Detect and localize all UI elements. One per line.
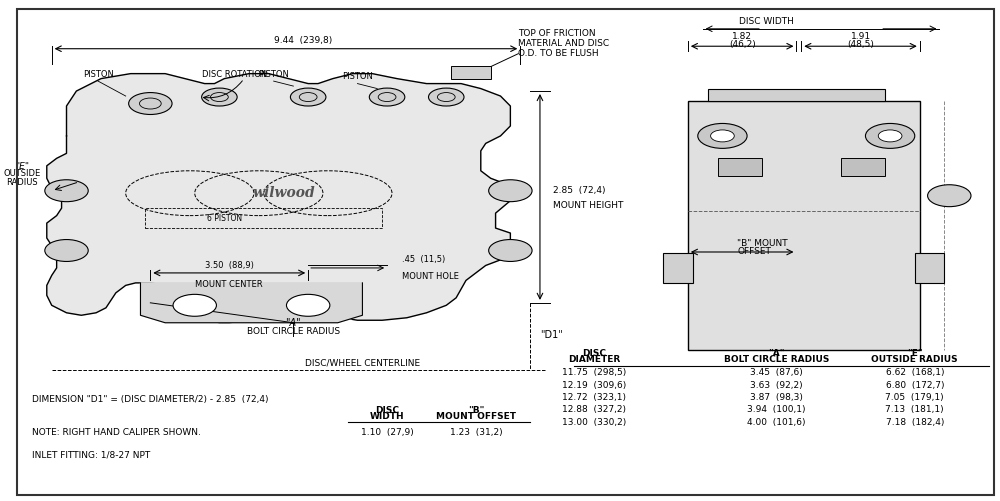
Text: MOUNT HOLE: MOUNT HOLE xyxy=(402,273,459,282)
Text: MATERIAL AND DISC: MATERIAL AND DISC xyxy=(518,39,609,48)
Text: 2.85  (72,4): 2.85 (72,4) xyxy=(553,186,605,195)
Text: (46,2): (46,2) xyxy=(729,40,756,49)
Text: "E": "E" xyxy=(15,162,29,171)
Text: "A": "A" xyxy=(286,318,301,328)
Circle shape xyxy=(429,88,464,106)
Text: 3.94  (100,1): 3.94 (100,1) xyxy=(747,405,806,414)
Text: WIDTH: WIDTH xyxy=(370,412,404,421)
Circle shape xyxy=(202,88,237,106)
Text: "B": "B" xyxy=(468,406,484,415)
Text: PISTON: PISTON xyxy=(83,70,114,79)
Circle shape xyxy=(369,88,405,106)
Text: 1.82: 1.82 xyxy=(732,32,752,41)
FancyBboxPatch shape xyxy=(688,101,920,350)
FancyBboxPatch shape xyxy=(841,158,885,176)
Text: 13.00  (330,2): 13.00 (330,2) xyxy=(562,418,626,427)
Text: DIAMETER: DIAMETER xyxy=(568,355,620,364)
Text: 1.23  (31,2): 1.23 (31,2) xyxy=(450,428,502,437)
Text: 6.80  (172,7): 6.80 (172,7) xyxy=(886,381,944,389)
Circle shape xyxy=(290,88,326,106)
Text: 6.62  (168,1): 6.62 (168,1) xyxy=(886,368,944,377)
Text: 7.13  (181,1): 7.13 (181,1) xyxy=(885,405,944,414)
Text: MOUNT OFFSET: MOUNT OFFSET xyxy=(436,412,516,421)
Text: 3.50  (88,9): 3.50 (88,9) xyxy=(205,262,254,271)
Circle shape xyxy=(489,180,532,202)
Text: MOUNT CENTER: MOUNT CENTER xyxy=(195,281,263,290)
Text: MOUNT HEIGHT: MOUNT HEIGHT xyxy=(553,201,623,210)
FancyBboxPatch shape xyxy=(663,253,693,283)
Circle shape xyxy=(698,123,747,148)
Text: TOP OF FRICTION: TOP OF FRICTION xyxy=(518,29,596,38)
Text: 9.44  (239,8): 9.44 (239,8) xyxy=(274,36,332,45)
Text: PISTON: PISTON xyxy=(258,70,289,79)
Circle shape xyxy=(45,180,88,202)
FancyBboxPatch shape xyxy=(708,89,885,101)
Text: PISTON: PISTON xyxy=(342,72,373,81)
Circle shape xyxy=(865,123,915,148)
Text: 3.63  (92,2): 3.63 (92,2) xyxy=(750,381,803,389)
Text: "B" MOUNT: "B" MOUNT xyxy=(737,239,788,248)
Text: 7.05  (179,1): 7.05 (179,1) xyxy=(885,393,944,402)
Text: DIMENSION "D1" = (DISC DIAMETER/2) - 2.85  (72,4): DIMENSION "D1" = (DISC DIAMETER/2) - 2.8… xyxy=(32,395,268,404)
Text: 11.75  (298,5): 11.75 (298,5) xyxy=(562,368,626,377)
Text: INLET FITTING: 1/8-27 NPT: INLET FITTING: 1/8-27 NPT xyxy=(32,450,150,459)
Text: 4.00  (101,6): 4.00 (101,6) xyxy=(747,418,806,427)
Text: 3.87  (98,3): 3.87 (98,3) xyxy=(750,393,803,402)
Text: "A": "A" xyxy=(768,349,785,358)
Circle shape xyxy=(928,185,971,206)
Circle shape xyxy=(878,130,902,142)
FancyBboxPatch shape xyxy=(718,158,762,176)
Text: 3.45  (87,6): 3.45 (87,6) xyxy=(750,368,803,377)
Text: DISC: DISC xyxy=(582,349,606,358)
Text: DISC WIDTH: DISC WIDTH xyxy=(739,18,794,26)
Text: O.D. TO BE FLUSH: O.D. TO BE FLUSH xyxy=(518,49,599,58)
Polygon shape xyxy=(140,283,362,323)
Text: NOTE: RIGHT HAND CALIPER SHOWN.: NOTE: RIGHT HAND CALIPER SHOWN. xyxy=(32,428,201,437)
Circle shape xyxy=(489,239,532,262)
Text: DISC: DISC xyxy=(375,406,399,415)
Circle shape xyxy=(129,93,172,115)
Text: .45  (11,5): .45 (11,5) xyxy=(402,255,445,264)
Text: OUTSIDE RADIUS: OUTSIDE RADIUS xyxy=(871,355,958,364)
Text: "D1": "D1" xyxy=(540,330,563,340)
Text: DISC/WHEEL CENTERLINE: DISC/WHEEL CENTERLINE xyxy=(305,359,420,368)
Text: 6 PISTON: 6 PISTON xyxy=(207,213,242,222)
Text: BOLT CIRCLE RADIUS: BOLT CIRCLE RADIUS xyxy=(247,327,340,336)
Circle shape xyxy=(45,239,88,262)
Text: 12.72  (323,1): 12.72 (323,1) xyxy=(562,393,626,402)
Text: (48,5): (48,5) xyxy=(847,40,874,49)
Circle shape xyxy=(286,295,330,316)
Circle shape xyxy=(711,130,734,142)
Text: 1.10  (27,9): 1.10 (27,9) xyxy=(361,428,413,437)
Text: 12.88  (327,2): 12.88 (327,2) xyxy=(562,405,626,414)
Polygon shape xyxy=(47,74,510,323)
Text: RADIUS: RADIUS xyxy=(6,178,38,187)
Text: "E": "E" xyxy=(907,349,923,358)
Text: 1.91: 1.91 xyxy=(850,32,871,41)
FancyBboxPatch shape xyxy=(451,66,491,79)
Text: OUTSIDE: OUTSIDE xyxy=(4,169,41,178)
FancyBboxPatch shape xyxy=(915,253,944,283)
Text: 7.18  (182,4): 7.18 (182,4) xyxy=(886,418,944,427)
Text: OFFSET: OFFSET xyxy=(737,247,771,257)
Text: DISC ROTATION: DISC ROTATION xyxy=(202,70,267,79)
Text: wilwood: wilwood xyxy=(252,186,315,200)
Circle shape xyxy=(173,295,216,316)
Text: 12.19  (309,6): 12.19 (309,6) xyxy=(562,381,626,389)
Text: BOLT CIRCLE RADIUS: BOLT CIRCLE RADIUS xyxy=(724,355,829,364)
